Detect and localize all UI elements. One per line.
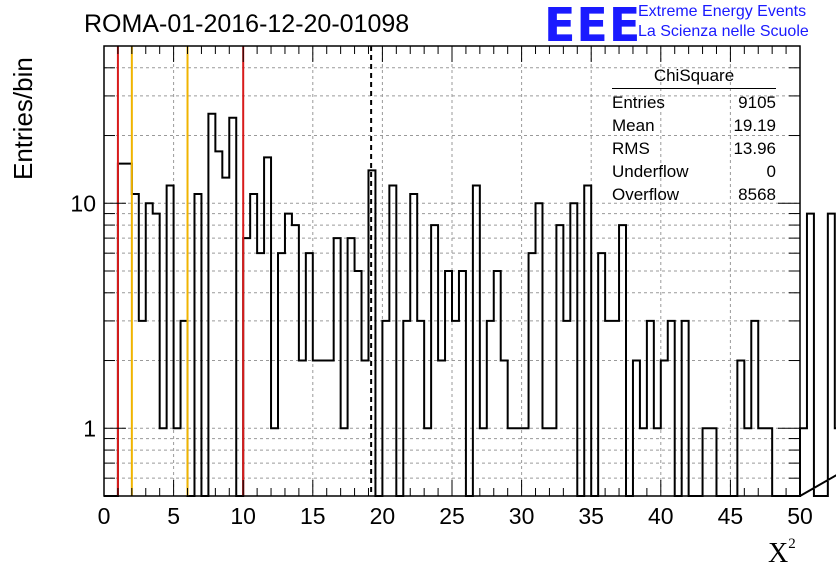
stats-value: 8568	[738, 185, 776, 204]
stats-label: RMS	[612, 139, 650, 158]
stats-value: 0	[766, 162, 776, 181]
stats-row-underflow: Underflow 0	[612, 160, 776, 183]
x-axis-label-text: X	[768, 538, 789, 569]
stats-value: 19.19	[733, 116, 776, 135]
stats-row-rms: RMS 13.96	[612, 137, 776, 160]
stats-value: 9105	[738, 93, 776, 112]
y-tick-label: 1	[83, 415, 96, 441]
x-axis-label-superscript: 2	[788, 536, 796, 552]
logo-text-line1: Extreme Energy Events	[638, 3, 807, 20]
stats-label: Overflow	[612, 185, 680, 204]
stats-value: 13.96	[733, 139, 776, 158]
x-tick-label: 50	[787, 503, 813, 529]
x-tick-label: 40	[648, 503, 674, 529]
stats-label: Entries	[612, 93, 665, 112]
x-axis-label: X2	[768, 536, 796, 570]
x-tick-label: 25	[439, 503, 465, 529]
stats-row-entries: Entries 9105	[612, 91, 776, 114]
stats-row-mean: Mean 19.19	[612, 114, 776, 137]
x-tick-label: 35	[578, 503, 604, 529]
stats-box: ChiSquare Entries 9105 Mean 19.19 RMS 13…	[612, 66, 776, 206]
logo-text-line2: La Scienza nelle Scuole	[638, 23, 809, 40]
eee-logo: EEE	[544, 0, 642, 52]
histogram-line	[104, 112, 836, 497]
x-tick-label: 45	[718, 503, 744, 529]
x-tick-label: 0	[98, 503, 111, 529]
stats-row-overflow: Overflow 8568	[612, 183, 776, 206]
x-tick-label: 10	[230, 503, 256, 529]
stats-label: Underflow	[612, 162, 689, 181]
plot-title: ROMA-01-2016-12-20-01098	[84, 10, 410, 38]
x-tick-label: 5	[167, 503, 180, 529]
stats-label: Mean	[612, 116, 655, 135]
x-tick-label: 30	[509, 503, 535, 529]
x-tick-label: 15	[300, 503, 326, 529]
stats-title: ChiSquare	[612, 66, 776, 89]
y-tick-label: 10	[70, 190, 96, 216]
x-tick-label: 20	[370, 503, 396, 529]
